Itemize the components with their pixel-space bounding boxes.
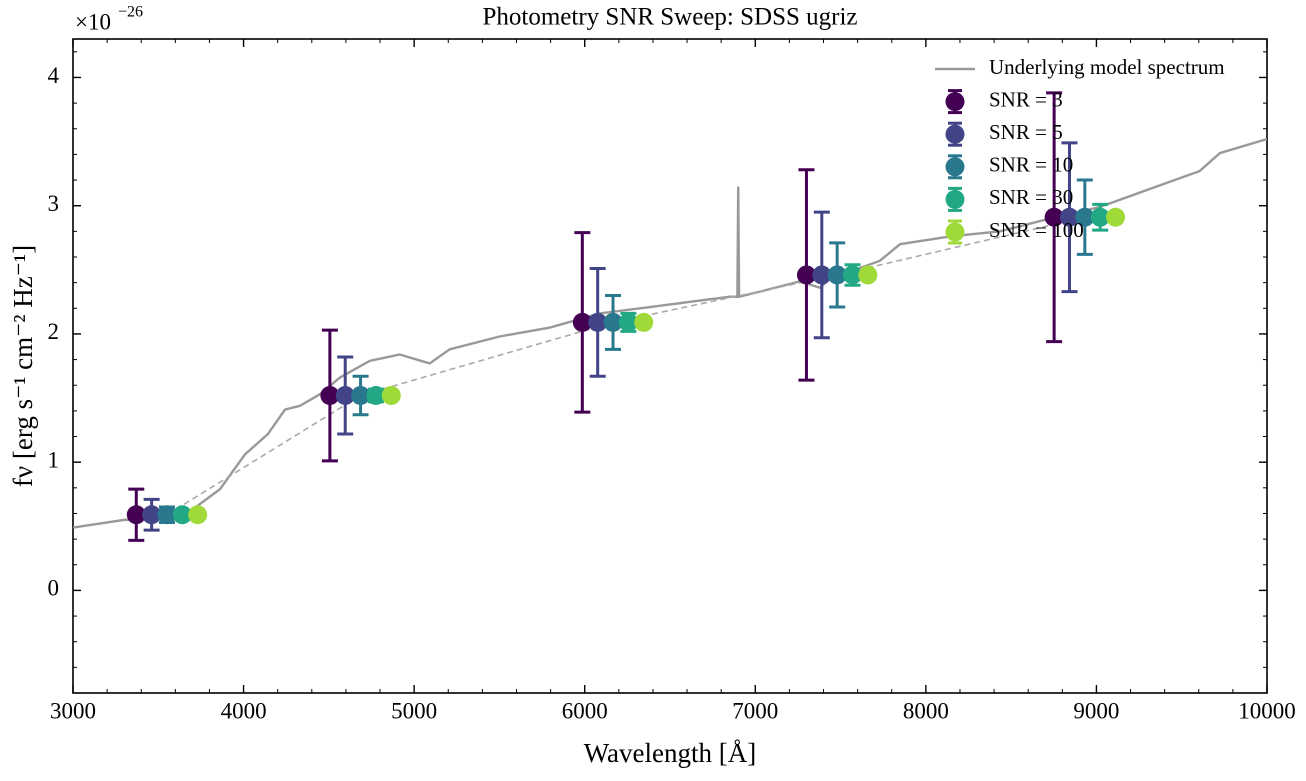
point <box>634 312 654 332</box>
x-tick-label: 3000 <box>50 698 96 723</box>
point <box>335 385 355 405</box>
point <box>126 505 146 525</box>
point <box>812 265 832 285</box>
model-spectrum <box>73 137 1267 529</box>
point <box>157 505 177 525</box>
y-axis-label: fν [erg s⁻¹ cm⁻² Hz⁻¹] <box>8 245 38 487</box>
point <box>843 265 863 285</box>
legend-marker <box>945 222 965 242</box>
point <box>320 385 340 405</box>
legend-label: SNR = 100 <box>989 218 1084 242</box>
y-tick-label: 2 <box>48 319 60 344</box>
legend-label: SNR = 5 <box>989 120 1063 144</box>
x-tick-label: 4000 <box>221 698 267 723</box>
point <box>366 385 386 405</box>
point <box>142 505 162 525</box>
x-tick-label: 10000 <box>1238 698 1296 723</box>
point <box>858 265 878 285</box>
point <box>1106 207 1126 227</box>
legend-marker <box>945 189 965 209</box>
reference-line <box>166 216 1086 516</box>
legend-marker <box>945 157 965 177</box>
point <box>1090 207 1110 227</box>
y-offset-exponent: −26 <box>118 4 143 21</box>
x-tick-label: 9000 <box>1073 698 1119 723</box>
x-tick-label: 5000 <box>391 698 437 723</box>
point <box>188 505 208 525</box>
point <box>172 505 192 525</box>
legend-marker <box>945 124 965 144</box>
legend-label: SNR = 30 <box>989 185 1073 209</box>
point <box>618 312 638 332</box>
x-tick-label: 6000 <box>562 698 608 723</box>
y-offset-base: ×10 <box>75 9 111 34</box>
point <box>1059 207 1079 227</box>
legend-label: Underlying model spectrum <box>989 55 1225 79</box>
point <box>1075 207 1095 227</box>
x-tick-label: 7000 <box>732 698 778 723</box>
legend-marker <box>945 92 965 112</box>
y-tick-label: 4 <box>48 63 60 88</box>
point <box>827 265 847 285</box>
point <box>588 312 608 332</box>
point <box>1044 207 1064 227</box>
x-axis-label: Wavelength [Å] <box>584 738 757 768</box>
y-tick-label: 1 <box>48 447 60 472</box>
legend-label: SNR = 3 <box>989 87 1063 111</box>
point <box>381 385 401 405</box>
plot-frame <box>72 38 1268 694</box>
point <box>603 312 623 332</box>
x-tick-label: 8000 <box>903 698 949 723</box>
legend-label: SNR = 10 <box>989 153 1073 177</box>
point <box>796 265 816 285</box>
y-tick-label: 0 <box>48 576 60 601</box>
point <box>351 385 371 405</box>
y-tick-label: 3 <box>48 191 60 216</box>
chart-title: Photometry SNR Sweep: SDSS ugriz <box>482 4 857 31</box>
point <box>572 312 592 332</box>
